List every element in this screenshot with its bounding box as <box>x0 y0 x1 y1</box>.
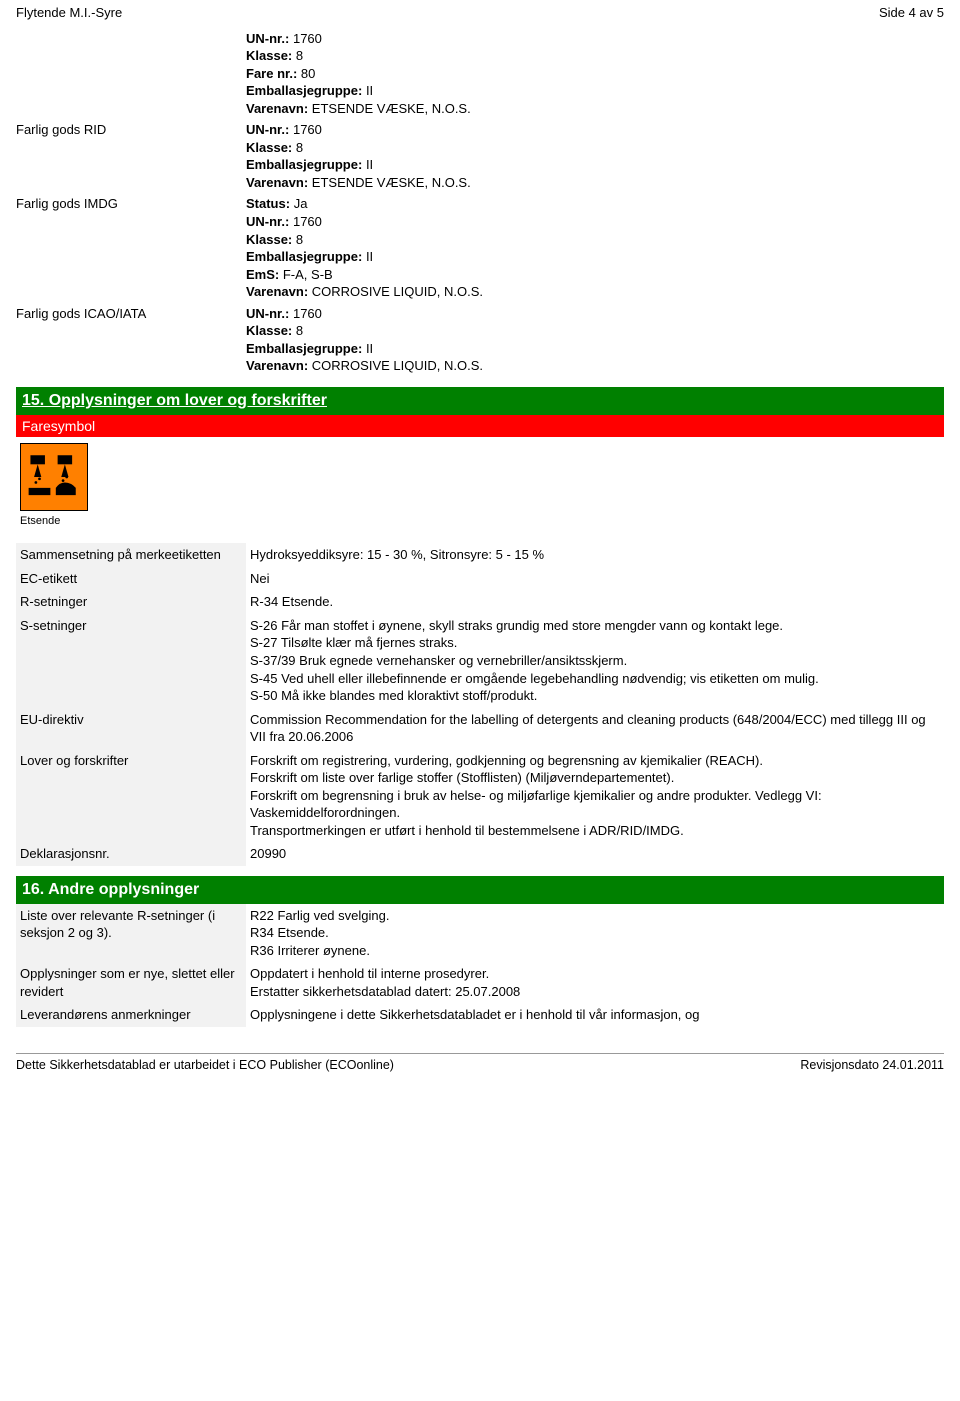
farlig-gods-imdg-label: Farlig gods IMDG <box>16 193 246 302</box>
r-line-3: R36 Irriterer øynene. <box>250 942 938 960</box>
lover-line-3: Forskrift om begrensning i bruk av helse… <box>250 787 938 822</box>
faresymbol-bar: Faresymbol <box>16 415 944 438</box>
r-line-2: R34 Etsende. <box>250 924 938 942</box>
un-label: UN-nr.: <box>246 31 289 46</box>
oppl-line-2: Erstatter sikkerhetsdatablad datert: 25.… <box>250 983 938 1001</box>
farlig-gods-imdg-values: Status: Ja UN-nr.: 1760 Klasse: 8 Emball… <box>246 193 944 302</box>
un-value: 1760 <box>293 306 322 321</box>
un-label: UN-nr.: <box>246 306 289 321</box>
fare-value: 80 <box>301 66 315 81</box>
label-lover: Lover og forskrifter <box>16 749 246 843</box>
un-label: UN-nr.: <box>246 122 289 137</box>
klasse-value: 8 <box>296 232 303 247</box>
footer-right: Revisjonsdato 24.01.2011 <box>800 1057 944 1074</box>
farlig-gods-icao-label: Farlig gods ICAO/IATA <box>16 303 246 377</box>
transport-top-values: UN-nr.: 1760 Klasse: 8 Fare nr.: 80 Emba… <box>246 28 944 120</box>
s-line-5: S-50 Må ikke blandes med kloraktivt stof… <box>250 687 938 705</box>
hazard-symbol-caption: Etsende <box>20 514 944 529</box>
section-16-title: 16. Andre opplysninger <box>16 876 944 904</box>
vare-value: ETSENDE VÆSKE, N.O.S. <box>312 101 471 116</box>
klasse-value: 8 <box>296 140 303 155</box>
label-ec-etikett: EC-etikett <box>16 567 246 591</box>
value-eu-direktiv: Commission Recommendation for the labell… <box>246 708 944 749</box>
s-line-2: S-27 Tilsølte klær må fjernes straks. <box>250 634 938 652</box>
value-ec-etikett: Nei <box>246 567 944 591</box>
emb-value: II <box>366 83 373 98</box>
oppl-line-1: Oppdatert i henhold til interne prosedyr… <box>250 965 938 983</box>
emb-label: Emballasjegruppe: <box>246 341 362 356</box>
section-16-grid: Liste over relevante R-setninger (i seks… <box>16 904 944 1027</box>
un-value: 1760 <box>293 214 322 229</box>
value-lover: Forskrift om registrering, vurdering, go… <box>246 749 944 843</box>
transport-info: UN-nr.: 1760 Klasse: 8 Fare nr.: 80 Emba… <box>16 28 944 377</box>
section-15-grid: Sammensetning på merkeetiketten Hydroksy… <box>16 543 944 866</box>
klasse-label: Klasse: <box>246 48 292 63</box>
lover-line-1: Forskrift om registrering, vurdering, go… <box>250 752 938 770</box>
s-line-4: S-45 Ved uhell eller illebefinnende er o… <box>250 670 938 688</box>
farlig-gods-rid-values: UN-nr.: 1760 Klasse: 8 Emballasjegruppe:… <box>246 119 944 193</box>
value-r-setninger: R-34 Etsende. <box>246 590 944 614</box>
farlig-gods-icao-values: UN-nr.: 1760 Klasse: 8 Emballasjegruppe:… <box>246 303 944 377</box>
transport-top-blank <box>16 28 246 120</box>
footer-left: Dette Sikkerhetsdatablad er utarbeidet i… <box>16 1057 394 1074</box>
label-opplysninger-nye: Opplysninger som er nye, slettet eller r… <box>16 962 246 1003</box>
r-line-1: R22 Farlig ved svelging. <box>250 907 938 925</box>
vare-label: Varenavn: <box>246 358 308 373</box>
value-relevante-r: R22 Farlig ved svelging. R34 Etsende. R3… <box>246 904 944 963</box>
value-sammensetning: Hydroksyeddiksyre: 15 - 30 %, Sitronsyre… <box>246 543 944 567</box>
value-deklarasjon: 20990 <box>246 842 944 866</box>
value-opplysninger-nye: Oppdatert i henhold til interne prosedyr… <box>246 962 944 1003</box>
label-sammensetning: Sammensetning på merkeetiketten <box>16 543 246 567</box>
hazard-symbol-block: Etsende <box>20 443 944 529</box>
s-line-3: S-37/39 Bruk egnede vernehansker og vern… <box>250 652 938 670</box>
lover-line-4: Transportmerkingen er utført i henhold t… <box>250 822 938 840</box>
doc-title-left: Flytende M.I.-Syre <box>16 4 122 22</box>
klasse-value: 8 <box>296 48 303 63</box>
ems-label: EmS: <box>246 267 279 282</box>
un-label: UN-nr.: <box>246 214 289 229</box>
label-deklarasjon: Deklarasjonsnr. <box>16 842 246 866</box>
klasse-label: Klasse: <box>246 232 292 247</box>
klasse-value: 8 <box>296 323 303 338</box>
label-r-setninger: R-setninger <box>16 590 246 614</box>
lover-line-2: Forskrift om liste over farlige stoffer … <box>250 769 938 787</box>
un-value: 1760 <box>293 31 322 46</box>
corrosive-icon <box>20 443 88 511</box>
vare-value: CORROSIVE LIQUID, N.O.S. <box>312 284 483 299</box>
vare-value: CORROSIVE LIQUID, N.O.S. <box>312 358 483 373</box>
emb-value: II <box>366 157 373 172</box>
un-value: 1760 <box>293 122 322 137</box>
klasse-label: Klasse: <box>246 323 292 338</box>
status-value: Ja <box>294 196 308 211</box>
label-s-setninger: S-setninger <box>16 614 246 708</box>
value-s-setninger: S-26 Får man stoffet i øynene, skyll str… <box>246 614 944 708</box>
ems-value: F-A, S-B <box>283 267 333 282</box>
value-anmerkninger: Opplysningene i dette Sikkerhetsdatablad… <box>246 1003 944 1027</box>
label-anmerkninger: Leverandørens anmerkninger <box>16 1003 246 1027</box>
klasse-label: Klasse: <box>246 140 292 155</box>
page-header: Flytende M.I.-Syre Side 4 av 5 <box>16 4 944 22</box>
s-line-1: S-26 Får man stoffet i øynene, skyll str… <box>250 617 938 635</box>
emb-label: Emballasjegruppe: <box>246 157 362 172</box>
emb-label: Emballasjegruppe: <box>246 83 362 98</box>
vare-value: ETSENDE VÆSKE, N.O.S. <box>312 175 471 190</box>
status-label: Status: <box>246 196 290 211</box>
farlig-gods-rid-label: Farlig gods RID <box>16 119 246 193</box>
label-relevante-r: Liste over relevante R-setninger (i seks… <box>16 904 246 963</box>
emb-label: Emballasjegruppe: <box>246 249 362 264</box>
vare-label: Varenavn: <box>246 284 308 299</box>
emb-value: II <box>366 341 373 356</box>
page-footer: Dette Sikkerhetsdatablad er utarbeidet i… <box>16 1053 944 1074</box>
page-number: Side 4 av 5 <box>879 4 944 22</box>
section-15-title: 15. Opplysninger om lover og forskrifter <box>16 387 944 415</box>
vare-label: Varenavn: <box>246 101 308 116</box>
emb-value: II <box>366 249 373 264</box>
section-15-title-text: 15. Opplysninger om lover og forskrifter <box>22 392 327 409</box>
label-eu-direktiv: EU-direktiv <box>16 708 246 749</box>
fare-label: Fare nr.: <box>246 66 297 81</box>
vare-label: Varenavn: <box>246 175 308 190</box>
